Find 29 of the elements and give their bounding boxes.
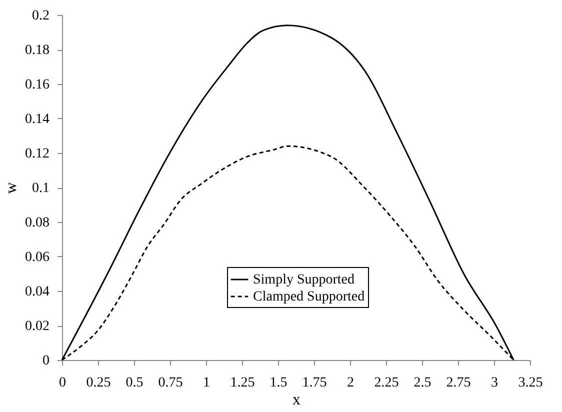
x-tick-label: 2 (347, 376, 354, 390)
x-tick-label: 3.25 (518, 376, 543, 390)
x-tick-label: 1 (203, 376, 210, 390)
y-tick-label: 0.08 (25, 216, 50, 230)
y-tick-label: 0.06 (25, 250, 50, 265)
x-tick-label: 0.5 (126, 376, 144, 390)
x-tick-label: 0 (59, 376, 66, 390)
legend-label: Clamped Supported (253, 290, 365, 304)
legend-label: Simply Supported (253, 272, 355, 288)
y-tick-label: 0.02 (25, 319, 50, 334)
y-tick-label: 0.2 (32, 8, 50, 24)
x-tick-label: 0.25 (86, 376, 111, 390)
x-tick-label: 2.5 (414, 376, 432, 390)
x-tick-label: 1.5 (270, 376, 288, 390)
x-tick-label: 0.75 (158, 376, 183, 390)
y-tick-label: 0.16 (25, 78, 50, 92)
x-tick-label: 2.75 (446, 376, 471, 390)
x-tick-label: 3 (491, 376, 498, 390)
y-tick-label: 0 (42, 354, 50, 368)
y-tick-label: 0.1 (32, 181, 50, 196)
y-tick-label: 0.14 (25, 112, 50, 127)
y-axis-title: w (3, 182, 20, 194)
x-tick-label: 1.25 (230, 376, 255, 390)
x-tick-label: 2.25 (374, 376, 399, 390)
y-tick-label: 0.12 (25, 146, 50, 162)
x-axis-title: x (292, 392, 300, 408)
y-tick-label: 0.04 (25, 284, 50, 300)
y-tick-label: 0.18 (25, 43, 50, 58)
x-tick-label: 1.75 (302, 376, 327, 390)
